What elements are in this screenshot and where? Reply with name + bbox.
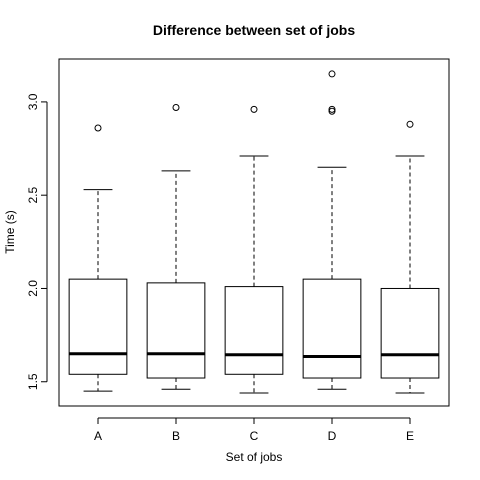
y-tick-label: 1.5	[26, 373, 40, 390]
outlier-point	[251, 106, 257, 112]
x-axis-label: Set of jobs	[226, 450, 283, 464]
outlier-point	[407, 121, 413, 127]
y-tick-label: 2.0	[26, 280, 40, 297]
x-tick-label: C	[250, 429, 259, 443]
boxes-layer	[69, 71, 439, 393]
outlier-point	[173, 105, 179, 111]
iqr-box	[147, 283, 205, 378]
iqr-box	[69, 279, 127, 374]
x-tick-label: D	[328, 429, 337, 443]
iqr-box	[303, 279, 361, 378]
outlier-point	[329, 71, 335, 77]
box-B	[147, 105, 205, 390]
y-tick-label: 2.5	[26, 187, 40, 204]
x-tick-label: E	[406, 429, 414, 443]
y-tick-label: 3.0	[26, 93, 40, 110]
x-tick-label: A	[94, 429, 102, 443]
box-D	[303, 71, 361, 389]
y-axis: 1.5 2.0 2.5 3.0	[26, 93, 47, 390]
y-axis-label: Time (s)	[3, 210, 17, 254]
chart-title: Difference between set of jobs	[153, 22, 355, 38]
outlier-point	[95, 125, 101, 131]
iqr-box	[381, 288, 439, 378]
box-C	[225, 106, 283, 393]
box-E	[381, 121, 439, 393]
iqr-box	[225, 287, 283, 375]
x-tick-label: B	[172, 429, 180, 443]
x-axis: A B C D E	[94, 418, 414, 443]
box-A	[69, 125, 127, 391]
